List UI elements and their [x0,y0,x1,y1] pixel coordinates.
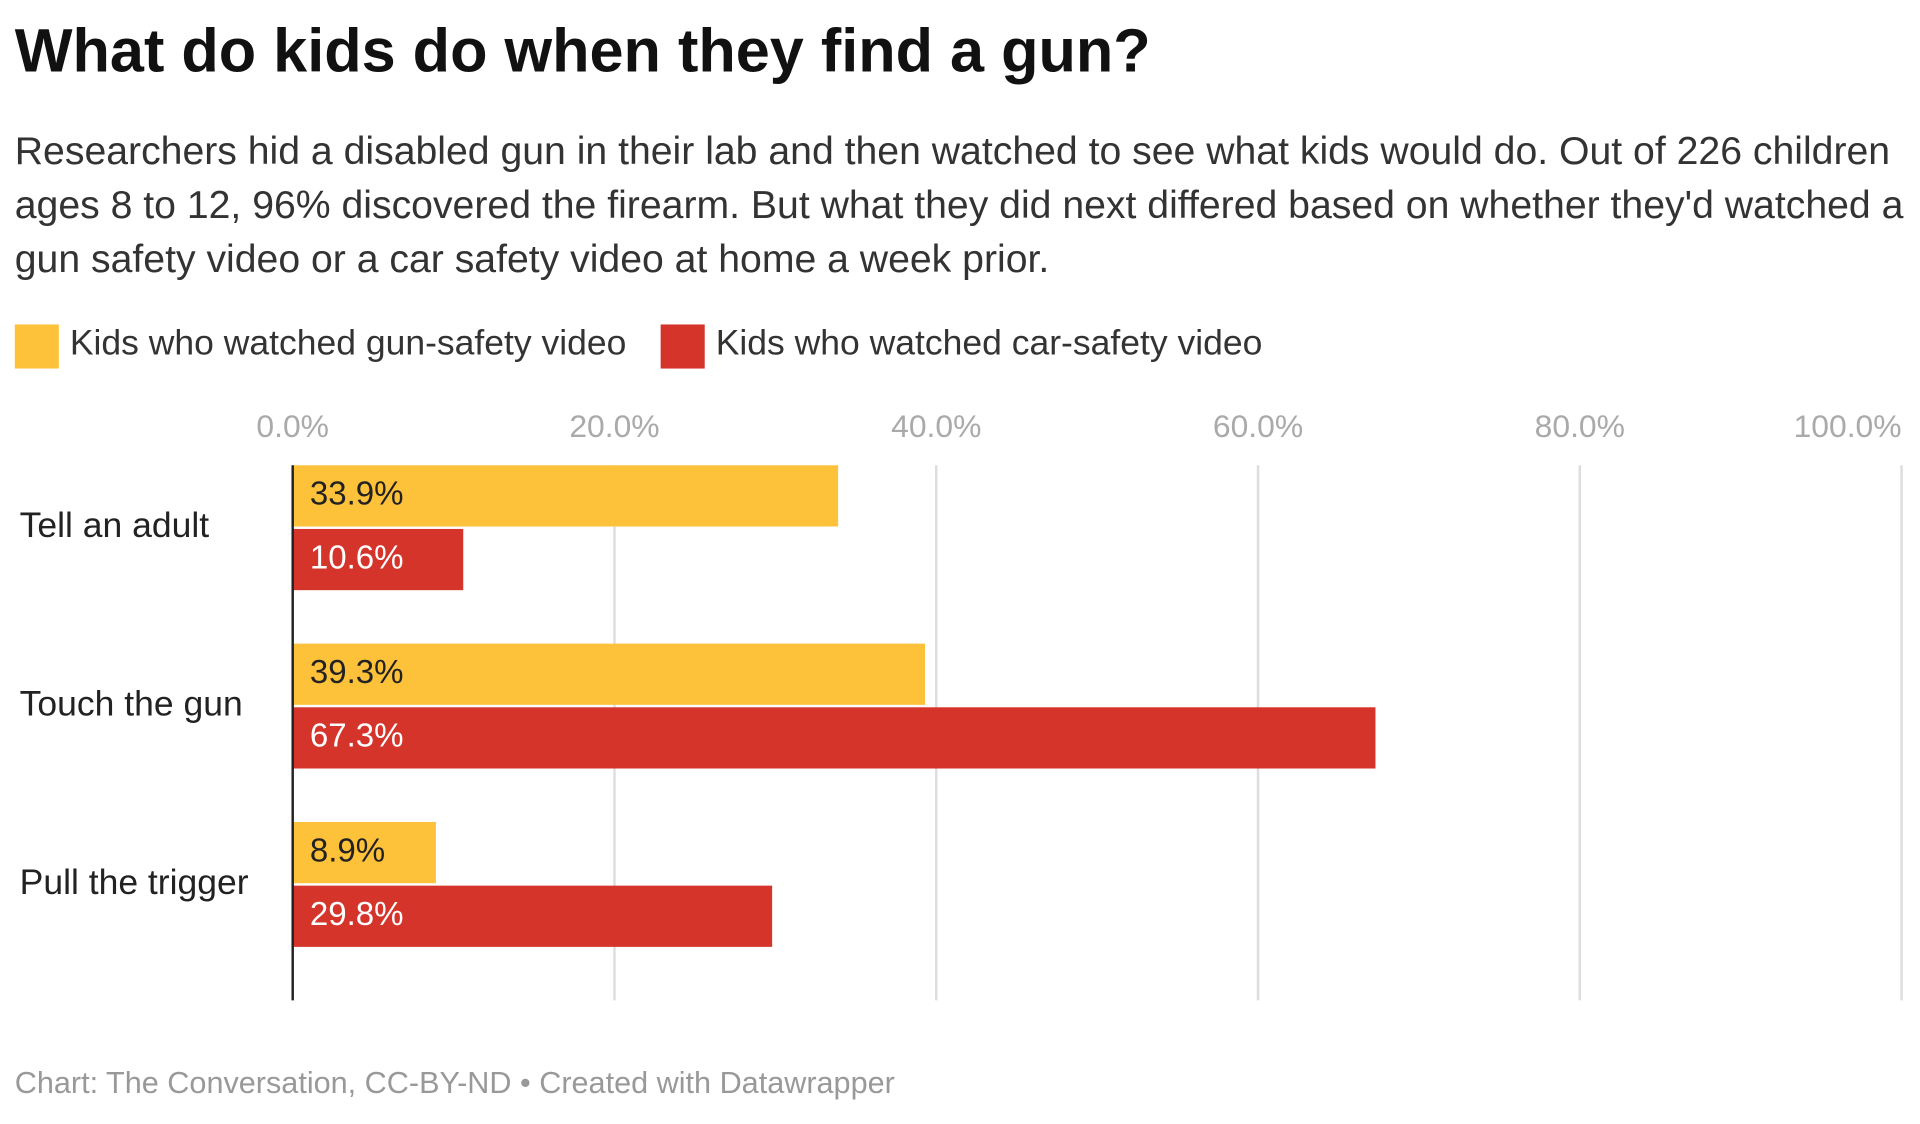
chart-title: What do kids do when they find a gun? [15,16,1151,84]
x-tick-label: 80.0% [1535,408,1625,444]
legend-swatch [660,324,705,369]
x-tick-label: 100.0% [1794,408,1902,444]
category-label: Tell an adult [20,505,210,545]
bar [292,821,436,884]
subtitle-box: Researchers hid a disabled gun in their … [14,128,1904,281]
value-label: 33.9% [310,476,404,513]
x-tick-label: 60.0% [1213,408,1303,444]
legend-label: Kids who watched gun-safety video [70,323,627,363]
value-label: 67.3% [310,718,404,755]
bar [292,465,839,527]
x-tick-label: 0.0% [256,408,329,444]
legend-label: Kids who watched car-safety video [716,323,1263,363]
source-note: Chart: The Conversation, CC-BY-ND • Crea… [15,1066,895,1100]
bar [292,707,1376,769]
value-label: 39.3% [310,654,404,691]
x-tick-label: 20.0% [569,408,659,444]
bar [292,885,773,947]
legend-swatch [14,324,59,369]
x-tick-label: 40.0% [891,408,981,444]
bar [292,643,925,705]
value-label: 29.8% [310,896,404,933]
value-label: 8.9% [310,832,385,869]
category-label: Pull the trigger [20,862,249,902]
value-label: 10.6% [310,539,404,576]
chart-subtitle: Researchers hid a disabled gun in their … [14,128,1904,281]
category-label: Touch the gun [20,683,243,723]
bar [292,528,464,591]
